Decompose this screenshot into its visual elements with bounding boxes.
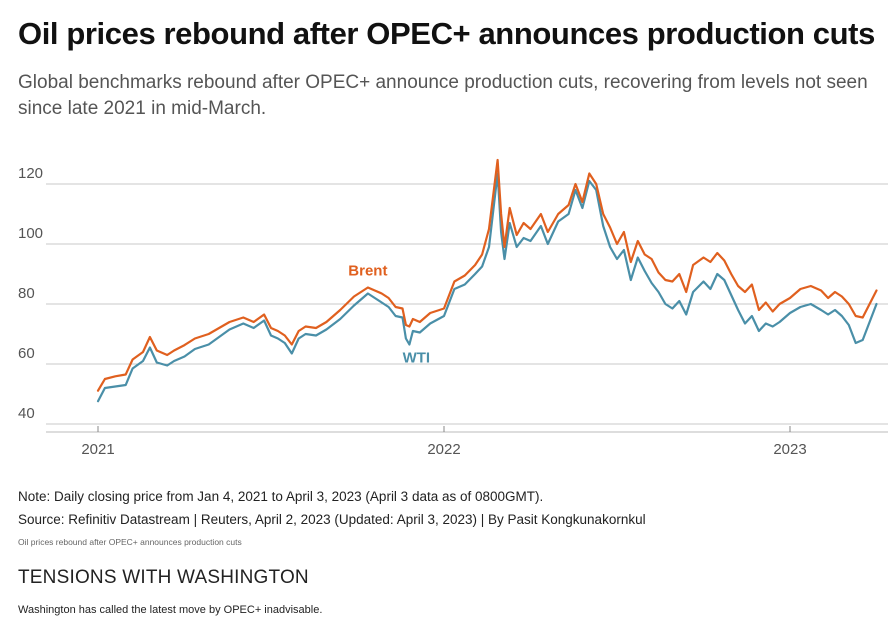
x-axis: 2021 2022 2023	[46, 426, 888, 458]
x-tick-label-2023: 2023	[773, 441, 806, 458]
y-tick-label-100: 100	[18, 225, 43, 242]
y-tick-label-120: 120	[18, 165, 43, 182]
y-tick-label-60: 60	[18, 345, 35, 362]
gridlines: 40 60 80 100 120	[18, 165, 888, 425]
chart-note: Note: Daily closing price from Jan 4, 20…	[18, 489, 544, 504]
series-line-wti	[96, 172, 878, 403]
section-text: Washington has called the latest move by…	[18, 604, 323, 616]
x-tick-label-2021: 2021	[81, 441, 114, 458]
series-line-brent	[96, 158, 878, 392]
series-labels: Brent WTI	[348, 263, 430, 367]
page-subtitle: Global benchmarks rebound after OPEC+ an…	[18, 72, 868, 119]
series-label-brent: Brent	[348, 263, 387, 280]
y-tick-label-40: 40	[18, 405, 35, 422]
chart-caption: Oil prices rebound after OPEC+ announces…	[18, 537, 242, 547]
y-tick-label-80: 80	[18, 285, 35, 302]
chart-source: Source: Refinitiv Datastream | Reuters, …	[18, 512, 646, 527]
oil-price-line-chart: 40 60 80 100 120 2021 2022 2023 Brent WTI	[18, 158, 888, 458]
page-title: Oil prices rebound after OPEC+ announces…	[18, 16, 875, 51]
x-tick-label-2022: 2022	[427, 441, 460, 458]
series-label-wti: WTI	[403, 350, 431, 367]
section-heading: TENSIONS WITH WASHINGTON	[18, 567, 309, 588]
series-lines	[96, 158, 878, 403]
